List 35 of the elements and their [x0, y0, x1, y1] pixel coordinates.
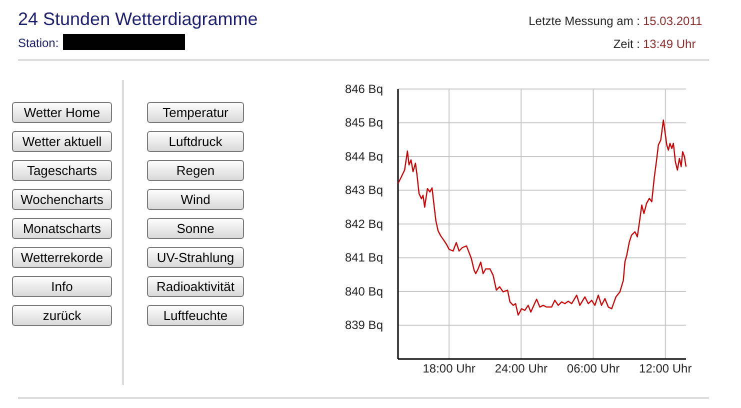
text: Wochencharts	[12, 189, 112, 210]
text: Letzte Messung am :	[528, 14, 640, 28]
text: 13:49 Uhr	[643, 37, 696, 51]
text: zurück	[12, 305, 112, 326]
x-tick-label: 18:00 Uhr	[422, 362, 476, 376]
y-tick-label: 846 Bq	[344, 82, 383, 96]
text: Monatscharts	[12, 218, 112, 239]
y-tick-label: 845 Bq	[344, 116, 383, 130]
x-tick-label: 06:00 Uhr	[566, 362, 620, 376]
text: Station:	[18, 36, 59, 50]
text: Tagescharts	[12, 160, 112, 181]
y-tick-label: 840 Bq	[344, 284, 383, 298]
text: Temperatur	[147, 102, 244, 123]
text: 15.03.2011	[643, 14, 702, 28]
text: Wetter aktuell	[12, 131, 112, 152]
text: Radioaktivität	[147, 276, 244, 297]
text: Wind	[147, 189, 244, 210]
x-tick-label: 24:00 Uhr	[494, 362, 548, 376]
x-tick-label: 12:00 Uhr	[639, 362, 692, 376]
text: UV-Strahlung	[147, 247, 244, 268]
text: Luftdruck	[147, 131, 244, 152]
text: Regen	[147, 160, 244, 181]
text: Zeit :	[613, 37, 640, 51]
line-series	[397, 119, 687, 316]
y-tick-label: 842 Bq	[344, 216, 383, 231]
text: 24 Stunden Wetterdiagramme	[18, 9, 258, 30]
y-tick-label: 839 Bq	[344, 318, 383, 332]
text: Sonne	[147, 218, 244, 239]
y-tick-label: 841 Bq	[344, 250, 383, 265]
text: Luftfeuchte	[147, 305, 244, 326]
y-tick-label: 844 Bq	[344, 149, 383, 164]
y-tick-label: 843 Bq	[344, 183, 383, 198]
text: Info	[12, 276, 112, 297]
text: Wetter Home	[12, 102, 112, 123]
text: Wetterrekorde	[12, 247, 112, 268]
